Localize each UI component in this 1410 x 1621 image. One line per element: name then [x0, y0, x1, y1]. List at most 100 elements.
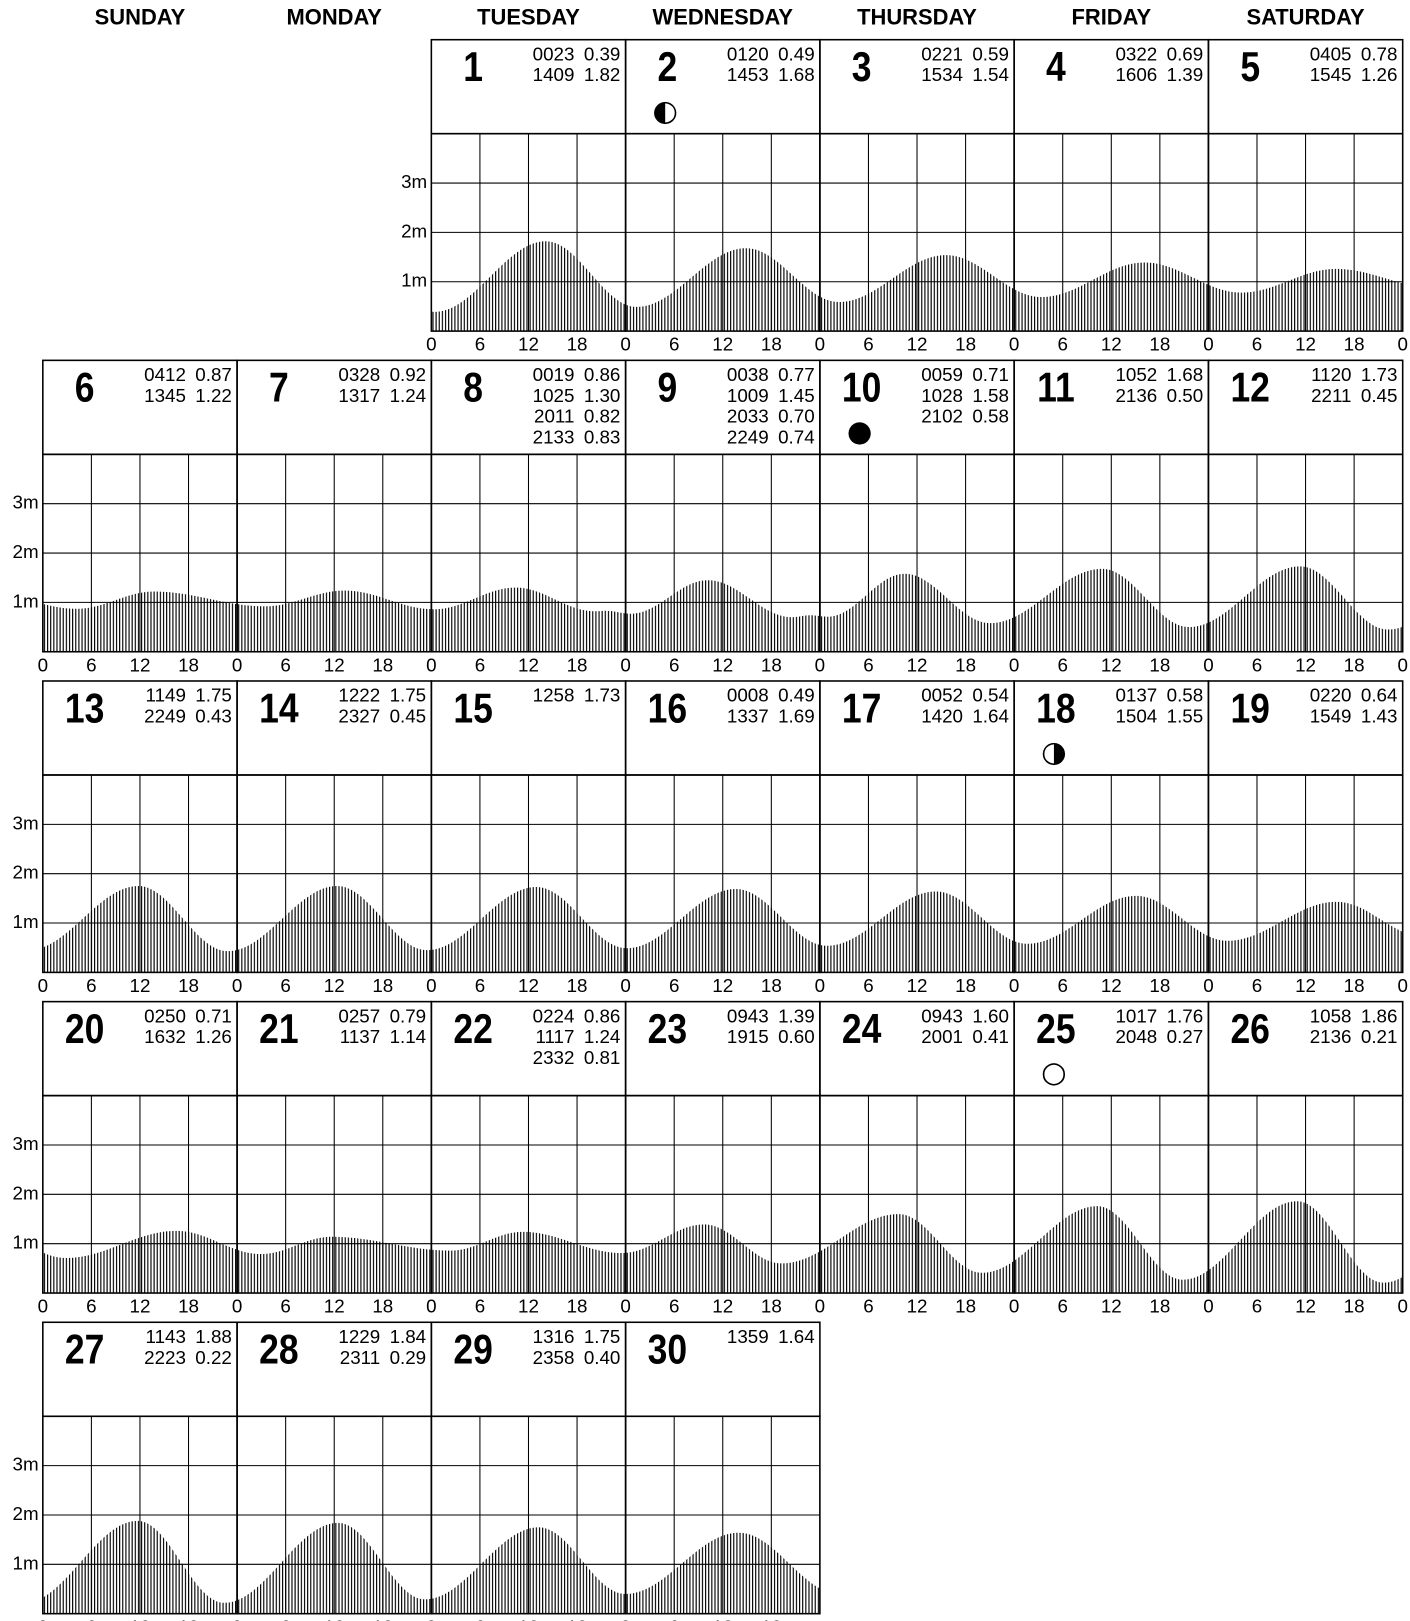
- tide-height: 0.78: [1361, 43, 1398, 64]
- day-number: 13: [65, 686, 104, 732]
- hour-label: 18: [1344, 975, 1365, 996]
- tide-time: 1504: [1115, 706, 1157, 727]
- tide-height: 0.39: [584, 43, 621, 64]
- tide-time: 0250: [144, 1005, 186, 1026]
- hour-label: 6: [1252, 654, 1262, 675]
- hour-label: 18: [372, 975, 393, 996]
- tide-height: 0.58: [1167, 685, 1204, 706]
- hour-label: 0: [426, 654, 436, 675]
- tide-time: 0322: [1115, 43, 1157, 64]
- hour-label: 6: [1057, 1296, 1067, 1317]
- tide-height: 1.24: [390, 385, 427, 406]
- hour-label: 0: [1009, 1296, 1019, 1317]
- tide-time: 1052: [1115, 364, 1157, 385]
- hour-label: 0: [620, 975, 630, 996]
- day-number: 28: [259, 1327, 298, 1373]
- hour-label: 0: [232, 1296, 242, 1317]
- height-label: 3m: [13, 1133, 39, 1154]
- hour-label: 18: [567, 1616, 588, 1621]
- day-number: 11: [1037, 365, 1075, 411]
- tide-time: 0257: [338, 1005, 380, 1026]
- tide-height: 1.69: [778, 706, 815, 727]
- tide-time: 2133: [533, 427, 575, 448]
- tide-time: 1149: [146, 685, 186, 706]
- hour-label: 18: [1344, 1296, 1365, 1317]
- tide-time: 1606: [1115, 64, 1157, 85]
- tide-time: 2211: [1311, 385, 1351, 406]
- tide-time: 1337: [727, 706, 769, 727]
- moon-phase: ◑: [1041, 735, 1067, 769]
- hour-label: 0: [1203, 334, 1213, 355]
- tide-time: 1316: [533, 1326, 575, 1347]
- hour-label: 12: [712, 654, 733, 675]
- hour-label: 0: [1009, 334, 1019, 355]
- tide-height: 0.58: [972, 406, 1009, 427]
- hour-label: 18: [567, 654, 588, 675]
- hour-label: 18: [761, 1616, 782, 1621]
- tide-time: 0943: [727, 1005, 769, 1026]
- hour-label: 12: [907, 654, 928, 675]
- tide-time: 1359: [727, 1326, 769, 1347]
- height-label: 2m: [13, 1182, 39, 1203]
- tide-time: 0224: [533, 1005, 575, 1026]
- hour-label: 0: [815, 334, 825, 355]
- hour-label: 12: [1101, 1296, 1122, 1317]
- hour-label: 12: [324, 1296, 345, 1317]
- hour-label: 12: [130, 1296, 151, 1317]
- day-number: 25: [1036, 1006, 1075, 1052]
- tide-time: 2001: [921, 1026, 963, 1047]
- tide-height: 0.79: [390, 1005, 427, 1026]
- tide-height: 1.39: [1167, 64, 1204, 85]
- tide-height: 1.84: [390, 1326, 427, 1347]
- tide-time: 1017: [1115, 1005, 1157, 1026]
- hour-label: 0: [1203, 975, 1213, 996]
- tide-time: 2332: [533, 1047, 575, 1068]
- hour-label: 18: [178, 975, 199, 996]
- tide-time: 1028: [921, 385, 963, 406]
- tide-time: 0120: [727, 43, 769, 64]
- tide-height: 1.30: [584, 385, 621, 406]
- hour-label: 6: [669, 654, 679, 675]
- hour-label: 0: [815, 975, 825, 996]
- tide-time: 1632: [144, 1026, 186, 1047]
- tide-time: 1534: [921, 64, 963, 85]
- hour-label: 18: [761, 334, 782, 355]
- tide-height: 1.26: [1361, 64, 1398, 85]
- day-number: 14: [259, 686, 299, 732]
- tide-time: 1345: [144, 385, 186, 406]
- hour-label: 12: [712, 975, 733, 996]
- hour-label: 0: [1397, 975, 1407, 996]
- tide-height: 0.50: [1167, 385, 1204, 406]
- tide-height: 1.76: [1167, 1005, 1204, 1026]
- hour-label: 18: [1149, 334, 1170, 355]
- day-number: 9: [658, 365, 678, 411]
- hour-label: 18: [372, 1296, 393, 1317]
- hour-label: 0: [232, 975, 242, 996]
- height-label: 3m: [401, 171, 427, 192]
- tide-height: 0.83: [584, 427, 621, 448]
- day-header: [624, 1321, 821, 1418]
- tide-height: 1.88: [195, 1326, 232, 1347]
- tide-height: 0.71: [195, 1005, 232, 1026]
- hour-label: 0: [620, 334, 630, 355]
- tide-time: 0137: [1115, 685, 1157, 706]
- hour-label: 0: [1203, 1296, 1213, 1317]
- height-label: 2m: [13, 1503, 39, 1524]
- tide-height: 0.29: [390, 1347, 427, 1368]
- moon-phase: ◐: [653, 93, 679, 127]
- hour-label: 0: [38, 654, 48, 675]
- hour-label: 6: [280, 1616, 290, 1621]
- weekday-label: FRIDAY: [1071, 5, 1151, 30]
- tide-height: 0.54: [972, 685, 1009, 706]
- hour-label: 18: [1344, 654, 1365, 675]
- day-number: 21: [259, 1006, 298, 1052]
- hour-label: 0: [1397, 1296, 1407, 1317]
- tide-height: 1.58: [972, 385, 1009, 406]
- hour-label: 18: [1344, 334, 1365, 355]
- tide-height: 0.71: [972, 364, 1009, 385]
- day-number: 23: [648, 1006, 687, 1052]
- tide-time: 2358: [533, 1347, 575, 1368]
- hour-label: 6: [863, 334, 873, 355]
- tide-height: 1.54: [972, 64, 1009, 85]
- hour-label: 12: [907, 975, 928, 996]
